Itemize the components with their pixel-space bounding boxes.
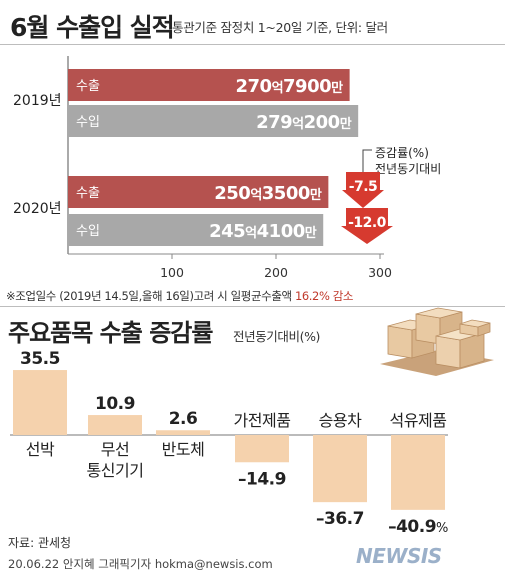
bar-value-label: 270억7900만 — [235, 76, 343, 97]
bar-value-label: 250억3500만 — [214, 183, 322, 204]
title-divider — [0, 44, 505, 45]
item-value-label: –40.9% — [388, 517, 448, 534]
change-header-label: 증감률(%) — [375, 146, 429, 160]
item-value-label: –14.9 — [238, 469, 286, 489]
bar-series-label: 수입 — [76, 115, 100, 130]
item-category-label: 승용차 — [319, 411, 362, 430]
import-bar — [68, 214, 324, 246]
bar-series-label: 수출 — [76, 186, 100, 201]
change-subheader-label: 전년동기대비 — [375, 162, 441, 176]
section2-title: 주요품목 수출 증감률 — [8, 319, 213, 347]
item-bar-chart: 35.5 선박 10.9 무선 통신기기 2.6 반도체 –14.9 가전제품 –36.7 승용차 –… — [10, 349, 449, 534]
footnote: ※조업일수 (2019년 14.5일,올해 16일)고려 시 일평균수출액 16… — [6, 288, 354, 304]
bar-series-label: 수출 — [76, 79, 100, 94]
item-value-label: –36.7 — [316, 509, 364, 529]
item-bar — [391, 435, 445, 510]
cardboard-boxes-icon — [380, 307, 494, 376]
bar-value-label: 279억200만 — [256, 112, 352, 133]
item-bar — [156, 430, 210, 435]
item-value-label: 10.9 — [95, 394, 135, 414]
decline-arrow-icon — [341, 208, 393, 244]
year-label-2020: 2020년 — [13, 201, 62, 217]
export-bar — [68, 176, 329, 208]
page-title: 6월 수출입 실적 — [10, 13, 175, 42]
item-category-label: 선박 — [26, 440, 55, 459]
chart-subtitle: 통관기준 잠정치 1~20일 기준, 단위: 달러 — [172, 20, 388, 35]
item-bar — [88, 415, 142, 435]
export-bar — [68, 69, 350, 101]
leader-line — [362, 149, 372, 177]
x-tick-label: 100 — [160, 265, 184, 280]
import-bar — [68, 105, 359, 137]
credit-text: 20.06.22 안지혜 그래픽기자 hokma@newsis.com — [8, 557, 273, 571]
item-bar — [313, 435, 367, 503]
item-category-label: 가전제품 — [234, 411, 291, 430]
section-divider — [0, 306, 505, 307]
x-tick-label: 200 — [264, 265, 288, 280]
item-bar — [13, 370, 67, 435]
decline-arrow-icon — [342, 172, 384, 208]
change-value-label: -7.5 — [349, 179, 378, 195]
bar-series-label: 수입 — [76, 224, 100, 239]
x-tick-label: 300 — [368, 265, 392, 280]
footnote-highlight: 16.2% 감소 — [294, 289, 354, 303]
source-text: 자료: 관세청 — [8, 536, 72, 550]
bar-value-label: 245억4100만 — [209, 221, 317, 242]
item-bar — [235, 435, 289, 463]
item-category-label: 무선 통신기기 — [87, 440, 144, 480]
item-value-label: 35.5 — [20, 349, 60, 369]
item-category-label: 석유제품 — [390, 411, 447, 430]
footnote-text: ※조업일수 (2019년 14.5일,올해 16일)고려 시 일평균수출액 — [6, 289, 295, 303]
section2-subtitle: 전년동기대비(%) — [233, 329, 321, 344]
year-label-2019: 2019년 — [13, 93, 62, 109]
item-value-label: 2.6 — [169, 409, 198, 429]
item-category-label: 반도체 — [162, 440, 205, 459]
newsis-logo: NEWSIS — [356, 544, 442, 568]
change-value-label: -12.0 — [348, 215, 387, 231]
